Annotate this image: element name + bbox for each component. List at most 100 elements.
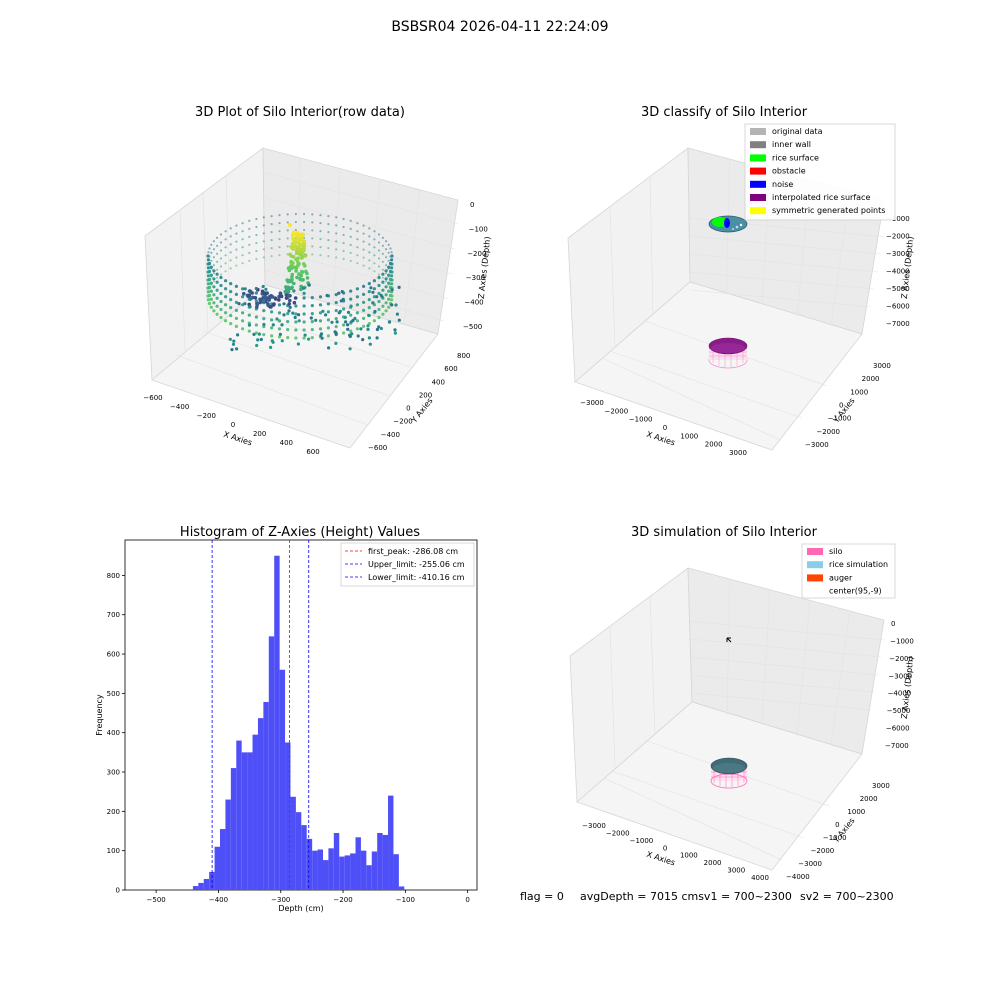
- simulation-z-tick-label: −5000: [887, 707, 911, 715]
- histogram-bars: [192, 555, 405, 890]
- raw-point: [285, 278, 290, 282]
- raw-point: [219, 273, 223, 276]
- histogram-y-tick-label: 100: [107, 847, 120, 855]
- histogram-y-ticks: 0 100 200 300 400 500 600 700 800: [107, 572, 125, 895]
- simulation-center-marker: [726, 637, 732, 643]
- raw-point: [334, 293, 338, 297]
- raw-point: [349, 227, 352, 230]
- raw-point: [299, 287, 303, 292]
- figure-suptitle: BSBSR04 2026-04-11 22:24:09: [391, 19, 608, 35]
- raw-point: [215, 280, 219, 284]
- raw-point: [318, 327, 323, 331]
- histogram-bar: [393, 854, 399, 890]
- raw-point: [224, 262, 227, 265]
- histogram-y-tick-label: 400: [107, 729, 120, 737]
- raw-point: [294, 328, 298, 332]
- raw-point: [219, 249, 223, 252]
- raw-point: [384, 301, 388, 305]
- raw-point: [362, 264, 365, 267]
- raw-point: [389, 271, 392, 274]
- raw-point: [368, 227, 371, 230]
- raw-point: [300, 270, 305, 274]
- raw-point: [302, 336, 306, 340]
- raw-point: [294, 312, 298, 316]
- simulation-z-tick-label: 0: [891, 620, 895, 628]
- raw-point: [262, 317, 266, 321]
- raw-point: [278, 332, 282, 336]
- raw-point: [300, 254, 305, 259]
- raw-point: [270, 295, 275, 299]
- raw-point: [284, 296, 289, 300]
- raw-point: [318, 295, 323, 299]
- raw-point: [270, 310, 274, 314]
- raw-point: [216, 236, 219, 239]
- histogram-bar: [192, 886, 199, 890]
- raw-point: [326, 318, 330, 322]
- raw-point: [362, 224, 365, 227]
- raw-point: [387, 320, 392, 324]
- raw-point: [286, 253, 289, 256]
- raw-point: [367, 282, 371, 286]
- raw-point: [381, 304, 385, 308]
- raw-point: [393, 328, 397, 332]
- histogram-bar: [220, 829, 226, 890]
- raw-z-axis-label: Z Axies (Depth): [477, 236, 493, 299]
- raw-point: [254, 331, 258, 335]
- histogram-y-tick-label: 600: [107, 651, 120, 659]
- footer-avg-depth: avgDepth = 7015 cmsv1 = 700~2300: [580, 890, 792, 903]
- raw-point: [302, 296, 306, 300]
- raw-point: [377, 291, 381, 296]
- raw-point: [355, 311, 359, 315]
- raw-point: [241, 327, 245, 331]
- raw-point: [311, 253, 314, 256]
- raw-point: [286, 320, 290, 324]
- raw-y-tick-label: −400: [381, 431, 400, 439]
- raw-point: [367, 298, 371, 302]
- raw-point: [342, 331, 346, 335]
- raw-point: [311, 213, 314, 216]
- raw-point: [235, 240, 238, 243]
- raw-point: [243, 287, 247, 291]
- raw-point: [381, 312, 385, 316]
- raw-point: [356, 230, 359, 233]
- raw-z-tick-label: −100: [469, 225, 488, 233]
- raw-point: [333, 330, 337, 334]
- classify-interpolated-cylinder: [708, 337, 748, 369]
- raw-point: [287, 309, 291, 313]
- raw-point: [295, 275, 299, 280]
- raw-point: [215, 272, 219, 276]
- raw-point: [348, 347, 352, 351]
- raw-point: [335, 248, 338, 251]
- raw-point: [262, 295, 267, 300]
- raw-point: [280, 339, 284, 343]
- raw-point: [367, 290, 371, 294]
- raw-point: [362, 248, 365, 251]
- raw-point: [373, 238, 376, 241]
- histogram-y-axis-label: Frequency: [95, 694, 104, 736]
- raw-point: [299, 238, 304, 242]
- classify-y-tick-label: 0: [839, 402, 843, 410]
- raw-point: [387, 259, 390, 262]
- raw-point: [216, 276, 219, 279]
- raw-point: [385, 256, 388, 259]
- raw-point: [318, 319, 323, 323]
- raw-point: [380, 295, 384, 299]
- classify-z-tick-label: −2000: [886, 233, 910, 241]
- raw-point: [294, 228, 297, 232]
- raw-point: [326, 334, 330, 338]
- raw-point: [384, 293, 388, 297]
- raw-point: [297, 313, 301, 317]
- raw-point: [229, 267, 232, 270]
- raw-point: [385, 272, 388, 275]
- raw-point: [209, 289, 213, 293]
- raw-point: [215, 288, 219, 292]
- raw-point: [377, 299, 381, 304]
- classify-x-tick-label: −3000: [580, 399, 604, 407]
- raw-point: [310, 320, 314, 324]
- raw-point: [335, 320, 339, 324]
- raw-point: [298, 253, 302, 257]
- raw-x-tick-label: 600: [306, 448, 319, 456]
- raw-point: [366, 324, 370, 328]
- classify-legend-label: original data: [772, 127, 823, 136]
- classify-x-tick-label: 2000: [705, 441, 723, 449]
